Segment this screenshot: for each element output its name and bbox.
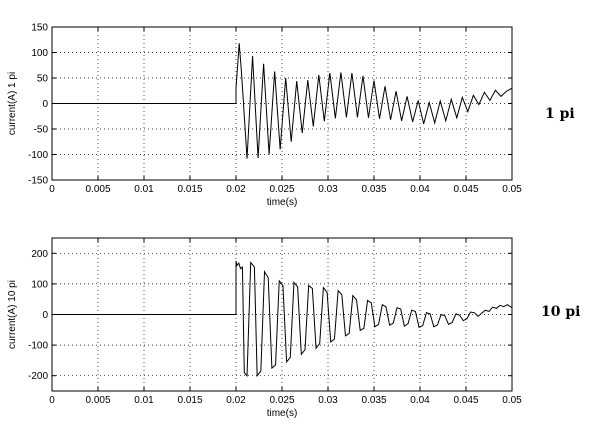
x-tick-label: 0.03 (318, 184, 338, 195)
x-tick-label: 0.02 (226, 395, 246, 406)
top-x-axis-label: time(s) (267, 197, 298, 208)
y-tick-label: -100 (28, 341, 48, 352)
y-tick-label: 200 (31, 249, 48, 260)
x-tick-label: 0.03 (318, 395, 338, 406)
y-tick-label: -150 (28, 176, 48, 187)
x-tick-label: 0.015 (177, 184, 202, 195)
y-tick-label: 150 (31, 23, 48, 34)
x-tick-label: 0.015 (177, 395, 202, 406)
bottom-side-label: 10 pi (541, 304, 580, 320)
top-axes: 0 0.005 0.01 0.015 0.02 0.025 0.03 0.035 0.04 0.0… (7, 23, 575, 209)
bottom-axes: 0 0.005 0.01 0.015 0.02 0.025 0.03 0.035 0.04 0.0… (7, 237, 580, 419)
y-tick-label: -200 (28, 371, 48, 382)
x-tick-label: 0 (49, 184, 55, 195)
y-tick-label: 50 (37, 74, 49, 85)
y-tick-label: 0 (42, 99, 48, 110)
x-tick-label: 0.035 (361, 184, 386, 195)
x-tick-label: 0.005 (85, 395, 110, 406)
x-tick-label: 0.035 (361, 395, 386, 406)
x-tick-label: 0.02 (226, 184, 246, 195)
bottom-ticks: 0 0.005 0.01 0.015 0.02 0.025 0.03 0.035 0.04 0.0… (28, 238, 522, 406)
x-tick-label: 0.025 (269, 184, 294, 195)
top-current-trace (52, 43, 513, 159)
top-y-axis-label: current(A) 1 pi (7, 72, 18, 135)
top-side-label: 1 pi (545, 106, 575, 122)
x-tick-label: 0.005 (85, 184, 110, 195)
x-tick-label: 0.04 (410, 184, 430, 195)
y-tick-label: -100 (28, 150, 48, 161)
y-tick-label: 0 (42, 310, 48, 321)
x-tick-label: 0.04 (410, 395, 430, 406)
x-tick-label: 0.01 (134, 395, 154, 406)
x-tick-label: 0.025 (269, 395, 294, 406)
top-ticks: 0 0.005 0.01 0.015 0.02 0.025 0.03 0.035 0.04 0.0… (28, 23, 522, 196)
bottom-x-axis-label: time(s) (267, 408, 298, 419)
x-tick-label: 0 (49, 395, 55, 406)
x-tick-label: 0.05 (502, 395, 522, 406)
x-tick-label: 0.01 (134, 184, 154, 195)
x-tick-label: 0.045 (453, 184, 478, 195)
bottom-y-axis-label: current(A) 10 pi (7, 280, 18, 349)
y-tick-label: 100 (31, 279, 48, 290)
x-tick-label: 0.045 (453, 395, 478, 406)
x-tick-label: 0.05 (502, 184, 522, 195)
y-tick-label: -50 (34, 125, 49, 136)
y-tick-label: 100 (31, 48, 48, 59)
bottom-current-trace (52, 260, 513, 378)
